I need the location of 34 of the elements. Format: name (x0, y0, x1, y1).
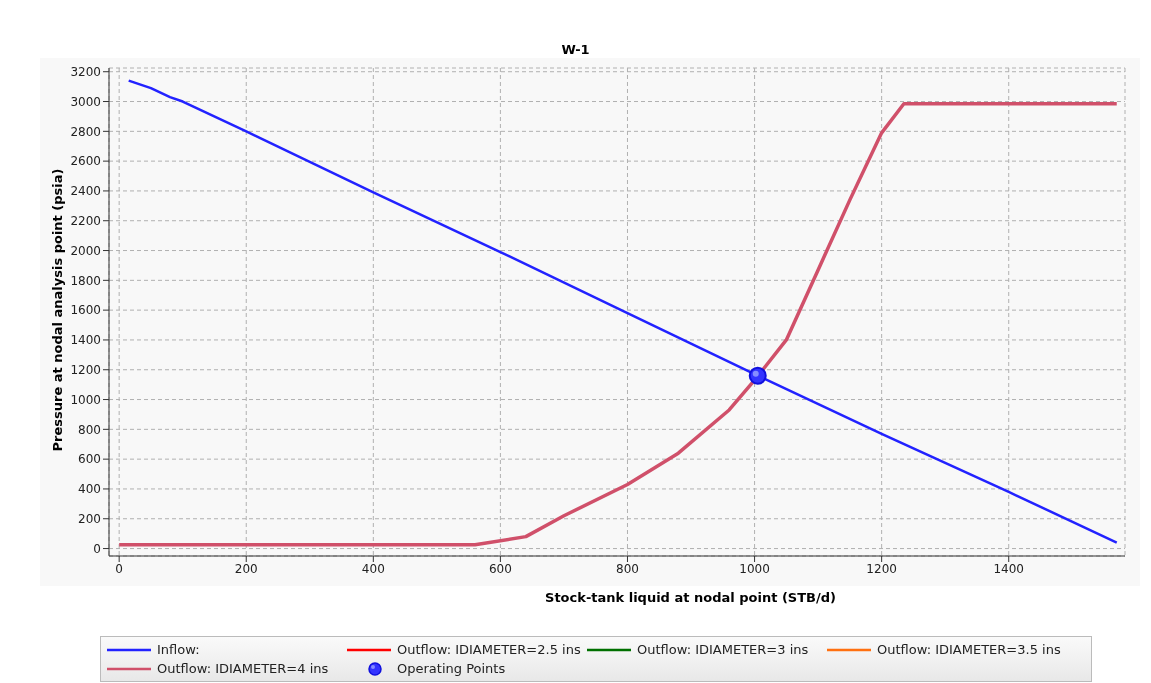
y-tick-label: 1000 (70, 392, 101, 407)
y-tick-label: 200 (78, 512, 101, 527)
y-tick-label: 3000 (70, 94, 101, 109)
y-tick-label: 3200 (70, 64, 101, 79)
y-tick-label: 0 (93, 541, 101, 556)
x-tick-label: 0 (115, 561, 123, 576)
x-tick-label: 400 (361, 561, 385, 576)
y-tick-label: 1400 (70, 333, 101, 348)
chart-title: W-1 (560, 42, 591, 57)
y-tick-label: 1600 (70, 303, 101, 318)
y-axis-title: Pressure at nodal analysis point (psia) (49, 168, 65, 452)
legend-label: Inflow: (157, 642, 200, 657)
legend-label: Outflow: IDIAMETER=2.5 ins (397, 642, 581, 657)
y-tick-label: 2000 (70, 243, 101, 258)
y-tick-label: 600 (78, 452, 101, 467)
y-tick-label: 2200 (70, 213, 101, 228)
x-tick-label: 1400 (993, 561, 1024, 576)
x-tick-label: 1000 (739, 561, 770, 576)
x-tick-label: 800 (616, 561, 639, 576)
y-tick-label: 2600 (70, 154, 101, 169)
x-tick-label: 1200 (866, 561, 897, 576)
legend-label: Operating Points (397, 661, 506, 676)
y-tick-label: 800 (78, 422, 101, 437)
y-tick-label: 2800 (70, 124, 101, 139)
y-tick-label: 400 (78, 482, 101, 497)
x-tick-label: 600 (488, 561, 512, 576)
y-tick-label: 2400 (70, 184, 101, 199)
y-tick-label: 1800 (70, 273, 101, 288)
legend-label: Outflow: IDIAMETER=3 ins (637, 642, 809, 657)
y-tick-label: 1200 (70, 363, 101, 377)
legend-label: Outflow: IDIAMETER=4 ins (157, 661, 329, 676)
x-tick-label: 200 (234, 561, 258, 576)
x-axis-title: Stock-tank liquid at nodal point (STB/d) (544, 590, 837, 605)
legend-label: Outflow: IDIAMETER=3.5 ins (877, 642, 1061, 657)
